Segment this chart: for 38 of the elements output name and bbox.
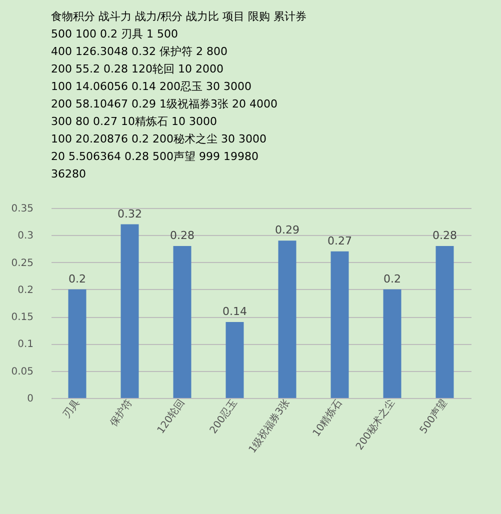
- bar: [68, 289, 86, 398]
- text: 36280: [51, 167, 86, 180]
- y-tick-label: 0.15: [11, 312, 34, 324]
- text: 400 126.3048 0.32 保护符 2 800: [51, 44, 228, 58]
- y-tick-label: 0.25: [11, 258, 34, 269]
- bar: [120, 224, 139, 398]
- text: 500 100 0.2 刃具 1 500: [51, 27, 178, 40]
- x-tick-label: 保护符: [108, 397, 135, 429]
- text: 200 58.10467 0.29 1级祝福券3张 20 4000: [51, 97, 278, 110]
- x-tick-label: 刃具: [62, 398, 82, 420]
- data-label: 0.28: [432, 229, 457, 242]
- text: 20 5.506364 0.28 500声望 999 19980: [51, 150, 258, 163]
- data-label: 0.2: [384, 272, 401, 286]
- text: 100 20.20876 0.2 200秘术之尘 30 3000: [51, 132, 266, 146]
- bar: [278, 240, 296, 398]
- data-label: 0.29: [275, 224, 300, 237]
- x-tick-label: 10精炼石: [310, 397, 345, 439]
- data-label: 0.27: [328, 234, 352, 248]
- data-label: 0.2: [68, 272, 86, 286]
- y-tick-label: 0: [27, 394, 34, 404]
- y-tick-label: 0.3: [18, 230, 34, 242]
- bar: [330, 251, 349, 398]
- data-label: 0.14: [222, 305, 247, 318]
- data-label: 0.28: [170, 229, 194, 242]
- y-tick-label: 0.05: [11, 366, 34, 378]
- y-tick-label: 0.35: [11, 204, 34, 214]
- y-tick-label: 0.2: [18, 284, 34, 296]
- text: 300 80 0.27 10精炼石 10 3000: [51, 114, 217, 128]
- bar: [436, 246, 454, 398]
- bar: [226, 322, 244, 398]
- text: 200 55.2 0.28 120轮回 10 2000: [51, 62, 224, 76]
- data-label: 0.32: [118, 207, 142, 220]
- x-tick-label: 1级祝福券3张: [246, 397, 292, 456]
- bar: [383, 289, 402, 398]
- text: 食物积分 战斗力 战力/积分 战力比 项目 限购 累计券: [51, 10, 307, 23]
- y-tick-label: 0.1: [18, 339, 34, 350]
- text: 100 14.06056 0.14 200忍玉 30 3000: [51, 80, 252, 93]
- bar: [173, 246, 192, 398]
